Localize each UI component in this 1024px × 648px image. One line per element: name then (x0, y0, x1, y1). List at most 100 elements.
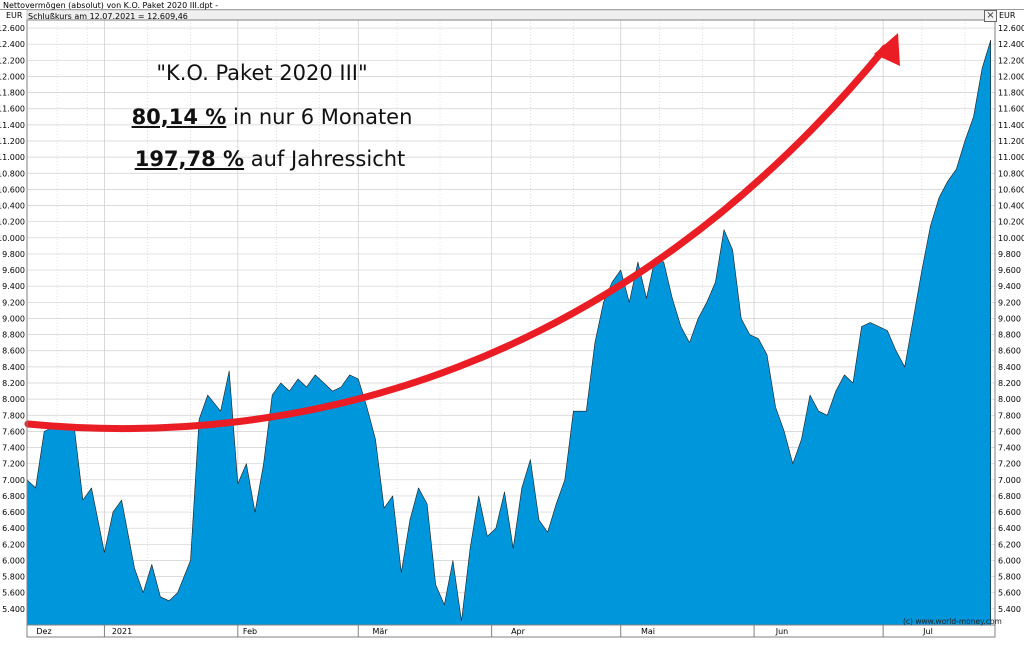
y-tick-label-left: 9.000 (2, 314, 25, 323)
y-tick-label-left: 7.200 (2, 460, 25, 469)
y-tick-label-right: 11.600 (998, 105, 1024, 114)
overlay-year-text: auf Jahressicht (244, 147, 406, 171)
y-tick-label-left: 10.600 (0, 185, 25, 194)
y-tick-label-left: 9.400 (2, 282, 25, 291)
y-tick-label-right: 10.600 (998, 185, 1024, 194)
y-tick-label-right: 6.000 (998, 556, 1021, 565)
y-tick-label-right: 6.400 (998, 524, 1021, 533)
y-tick-label-left: 12.400 (0, 40, 25, 49)
y-tick-label-left: 6.000 (2, 556, 25, 565)
y-tick-label-right: 7.600 (998, 427, 1021, 436)
y-tick-label-left: 7.400 (2, 444, 25, 453)
y-axis-right: 5.400 5.600 5.800 6.000 6.200 6.400 6.600 6.800… (998, 24, 1024, 614)
overlay-line-6-months: 80,14 % in nur 6 Monaten (62, 105, 482, 129)
x-tick-label: Jul (922, 627, 933, 636)
x-tick-label: Mai (641, 627, 655, 636)
y-tick-label-left: 11.800 (0, 89, 25, 98)
y-tick-label-right: 8.000 (998, 395, 1021, 404)
overlay-6m-text: in nur 6 Monaten (226, 105, 413, 129)
area-fill (26, 39, 991, 626)
y-tick-label-right: 10.000 (998, 234, 1024, 243)
y-tick-label-left: 5.600 (2, 589, 25, 598)
y-tick-label-right: 7.000 (998, 476, 1021, 485)
y-tick-label-left: 11.400 (0, 121, 25, 130)
y-tick-label-right: 7.400 (998, 444, 1021, 453)
y-tick-label-right: 8.600 (998, 347, 1021, 356)
y-tick-label-left: 5.400 (2, 605, 25, 614)
y-tick-label-left: 11.000 (0, 153, 25, 162)
trend-arrow-head (874, 33, 900, 66)
y-tick-label-left: 6.600 (2, 508, 25, 517)
y-tick-label-right: 8.400 (998, 363, 1021, 372)
y-tick-label-left: 10.800 (0, 169, 25, 178)
x-tick-label: Mär (372, 627, 388, 636)
y-tick-label-left: 9.800 (2, 250, 25, 259)
y-tick-label-right: 11.400 (998, 121, 1024, 130)
copyright-note: (c) www.world-money.com (903, 617, 1002, 626)
y-tick-label-left: 8.200 (2, 379, 25, 388)
y-tick-label-left: 10.200 (0, 218, 25, 227)
y-tick-label-left: 6.200 (2, 540, 25, 549)
y-tick-label-right: 9.400 (998, 282, 1021, 291)
y-tick-label-right: 9.800 (998, 250, 1021, 259)
y-tick-label-right: 5.800 (998, 573, 1021, 582)
y-tick-label-right: 10.200 (998, 218, 1024, 227)
y-tick-label-right: 9.200 (998, 298, 1021, 307)
y-tick-label-left: 8.000 (2, 395, 25, 404)
y-tick-label-left: 12.600 (0, 24, 25, 33)
y-tick-label-left: 8.600 (2, 347, 25, 356)
y-tick-label-right: 7.800 (998, 411, 1021, 420)
y-axis-left: 5.400 5.600 5.800 6.000 6.200 6.400 6.600 6.800… (0, 24, 25, 614)
y-tick-label-right: 10.400 (998, 202, 1024, 211)
y-tick-label-left: 12.200 (0, 56, 25, 65)
y-tick-label-right: 5.600 (998, 589, 1021, 598)
window-title: Nettovermögen (absolut) von K.O. Paket 2… (3, 1, 219, 10)
y-tick-label-left: 10.000 (0, 234, 25, 243)
y-tick-label-right: 12.400 (998, 40, 1024, 49)
y-tick-label-left: 6.400 (2, 524, 25, 533)
y-tick-label-left: 7.600 (2, 427, 25, 436)
y-axis-unit-right: EUR (999, 11, 1016, 20)
y-tick-label-right: 11.000 (998, 153, 1024, 162)
y-tick-label-left: 12.000 (0, 72, 25, 81)
y-tick-label-right: 11.800 (998, 89, 1024, 98)
y-tick-label-left: 9.200 (2, 298, 25, 307)
y-tick-label-left: 7.800 (2, 411, 25, 420)
y-tick-label-right: 12.000 (998, 72, 1024, 81)
close-icon[interactable]: × (984, 10, 997, 22)
y-tick-label-right: 7.200 (998, 460, 1021, 469)
x-tick-label: Jun (775, 627, 789, 636)
y-axis-unit-left: EUR (6, 11, 23, 20)
chart-subtitle: Schlußkurs am 12.07.2021 = 12.609,46 (28, 12, 188, 21)
trend-arrow-curve (24, 44, 889, 433)
y-tick-label-right: 6.200 (998, 540, 1021, 549)
y-tick-label-right: 9.000 (998, 314, 1021, 323)
y-tick-label-right: 9.600 (998, 266, 1021, 275)
overlay-6m-percent: 80,14 % (131, 105, 227, 129)
y-tick-label-right: 12.200 (998, 56, 1024, 65)
y-tick-label-right: 6.600 (998, 508, 1021, 517)
overlay-line-year: 197,78 % auf Jahressicht (60, 147, 480, 171)
y-tick-label-right: 10.800 (998, 169, 1024, 178)
y-tick-label-left: 5.800 (2, 573, 25, 582)
y-tick-label-left: 6.800 (2, 492, 25, 501)
y-tick-label-left: 9.600 (2, 266, 25, 275)
y-tick-label-left: 11.600 (0, 105, 25, 114)
trend-arrow (24, 33, 900, 433)
overlay-title: "K.O. Paket 2020 III" (156, 61, 368, 85)
y-tick-label-right: 11.200 (998, 137, 1024, 146)
y-tick-label-left: 8.800 (2, 331, 25, 340)
x-axis: Dez 2021 Feb Mär Apr Mai Jun Jul (36, 625, 933, 637)
y-tick-label-left: 7.000 (2, 476, 25, 485)
x-tick-label: Feb (243, 627, 257, 636)
y-tick-label-right: 8.800 (998, 331, 1021, 340)
y-tick-label-right: 6.800 (998, 492, 1021, 501)
y-tick-label-right: 5.400 (998, 605, 1021, 614)
y-tick-label-right: 12.600 (998, 24, 1024, 33)
x-tick-label: Apr (511, 627, 526, 636)
y-tick-label-right: 8.200 (998, 379, 1021, 388)
y-tick-label-left: 10.400 (0, 202, 25, 211)
area-series (26, 39, 991, 626)
x-tick-label: Dez (36, 627, 51, 636)
